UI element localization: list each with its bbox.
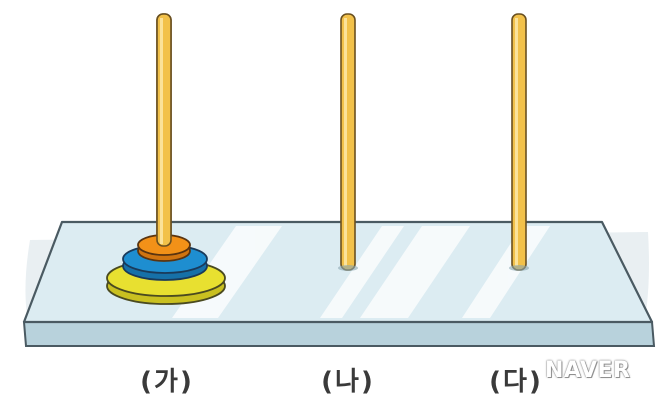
peg-b <box>338 13 358 271</box>
peg-c <box>509 13 529 271</box>
board-front-edge <box>22 321 656 347</box>
peg-a-front <box>156 13 172 247</box>
peg-label-c: (다) <box>489 367 543 397</box>
naver-watermark: NAVER <box>545 358 631 383</box>
peg-label-a: (가) <box>140 367 194 397</box>
peg-label-b: (나) <box>321 367 375 397</box>
